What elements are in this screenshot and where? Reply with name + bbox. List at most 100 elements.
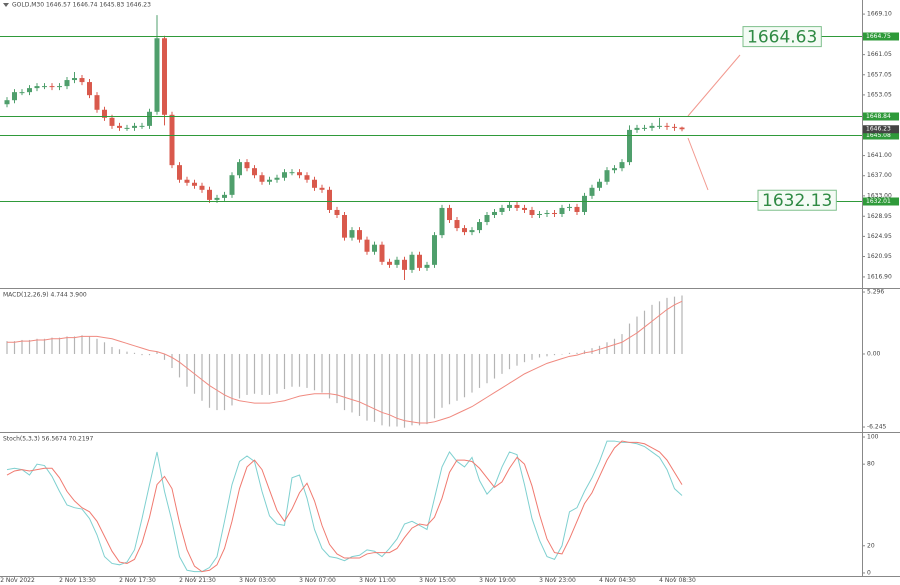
- macd-bar: [486, 353, 488, 384]
- candle-body: [154, 38, 160, 112]
- level-label-box: [863, 112, 899, 121]
- target-box: [757, 189, 837, 211]
- candle-body: [109, 117, 115, 126]
- macd-bar: [186, 353, 188, 387]
- macd-bar: [73, 336, 76, 354]
- macd-bar: [141, 353, 143, 356]
- level-label: 1632.01: [866, 198, 891, 205]
- y-tick-label: 5.296: [867, 289, 884, 296]
- macd-bar: [43, 338, 46, 354]
- candle-body: [387, 261, 392, 265]
- macd-bar: [111, 346, 113, 354]
- candle-body: [274, 177, 280, 180]
- macd-bar: [306, 353, 308, 388]
- y-tick-label: 1657.05: [867, 71, 892, 78]
- candle-body: [349, 230, 355, 238]
- target-box: [742, 26, 822, 48]
- macd-bar: [411, 353, 413, 426]
- macd-bar: [523, 353, 526, 363]
- macd-bar: [531, 353, 533, 360]
- candle-body: [334, 209, 340, 215]
- candle-body: [514, 204, 520, 208]
- macd-bar: [358, 353, 361, 416]
- candle-body: [574, 206, 580, 212]
- candle-body: [672, 126, 677, 128]
- menu-icon[interactable]: [3, 3, 9, 7]
- candle-body: [282, 172, 287, 178]
- candle-body: [27, 88, 32, 93]
- candle-body: [604, 170, 610, 182]
- macd-bar: [36, 338, 38, 354]
- y-tick-label: 1661.05: [867, 51, 892, 58]
- stoch-line: [6, 440, 683, 573]
- candle-body: [544, 212, 550, 214]
- macd-bar: [441, 353, 443, 408]
- level-label: 1645.08: [866, 132, 891, 139]
- candle-body: [642, 127, 647, 129]
- x-tick-label: 3 Nov 19:00: [479, 577, 516, 584]
- candle-body: [507, 204, 512, 208]
- macd-bar: [118, 349, 121, 354]
- macd-bar: [133, 352, 136, 354]
- candle-body: [409, 254, 415, 270]
- macd-bar: [418, 353, 421, 426]
- macd-bar: [516, 353, 518, 366]
- y-tick-label: 100: [867, 433, 879, 440]
- level-label: 1664.75: [866, 33, 891, 40]
- candle-body: [537, 213, 542, 215]
- x-tick-label: 3 Nov 23:00: [539, 577, 576, 584]
- candle-body: [597, 181, 602, 188]
- macd-bar: [478, 353, 481, 388]
- y-tick-label: 1653.05: [867, 91, 892, 98]
- macd-bar: [366, 353, 368, 421]
- macd-bar: [463, 353, 466, 398]
- candle-body: [477, 222, 482, 231]
- macd-bar: [313, 353, 316, 391]
- macd-bar: [178, 353, 181, 378]
- candle-body: [199, 185, 205, 190]
- candle-body: [439, 207, 445, 236]
- macd-bar: [613, 338, 616, 354]
- macd-bar: [538, 353, 541, 358]
- x-tick-label: 4 Nov 04:30: [599, 577, 636, 584]
- candle-body: [484, 214, 490, 223]
- macd-bar: [283, 353, 286, 390]
- y-tick-label: -6.245: [867, 424, 887, 431]
- projection-up: [687, 54, 741, 117]
- candle-body: [394, 259, 400, 265]
- macd-bar: [426, 353, 428, 425]
- macd-bar: [216, 353, 218, 411]
- candle-body: [342, 214, 347, 238]
- macd-bar: [373, 353, 376, 422]
- macd-bar: [21, 339, 23, 354]
- candle-body: [319, 187, 325, 190]
- macd-bar: [126, 351, 128, 354]
- macd-bar: [673, 296, 676, 354]
- macd-bar: [268, 353, 271, 395]
- macd-bar: [651, 304, 653, 354]
- candle-body: [49, 86, 55, 88]
- candle-body: [297, 172, 302, 176]
- x-tick-label: 3 Nov 07:00: [299, 577, 336, 584]
- macd-bar: [28, 339, 31, 354]
- candle-body: [289, 172, 295, 174]
- macd-bar: [501, 353, 503, 374]
- macd-bar: [508, 353, 511, 370]
- panel-title: GOLD,M30 1646.57 1646.74 1645.83 1646.23: [12, 2, 151, 9]
- macd-bar: [13, 341, 16, 354]
- y-tick-label: 0: [867, 569, 871, 576]
- macd-bar: [448, 353, 451, 405]
- candle-body: [582, 195, 587, 212]
- macd-bar: [621, 334, 623, 354]
- macd-bar: [171, 353, 173, 369]
- candle-body: [147, 111, 152, 126]
- macd-bar: [336, 353, 338, 404]
- candle-body: [139, 125, 145, 127]
- macd-bar: [321, 353, 323, 393]
- y-tick-label: 1637.00: [867, 172, 892, 179]
- macd-bar: [148, 353, 151, 356]
- candle-body: [229, 175, 235, 195]
- y-tick-label: 20: [867, 542, 875, 549]
